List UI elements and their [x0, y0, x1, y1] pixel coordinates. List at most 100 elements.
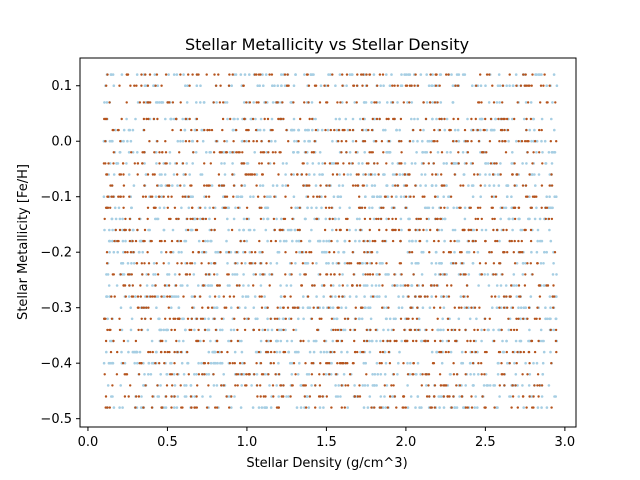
scatter-point [141, 273, 144, 276]
scatter-point [545, 284, 548, 287]
scatter-point [313, 217, 316, 221]
scatter-point [493, 162, 496, 165]
scatter-point [203, 206, 207, 210]
scatter-point [225, 395, 228, 398]
scatter-point [505, 339, 508, 343]
scatter-point [378, 273, 381, 276]
scatter-point [181, 117, 184, 121]
scatter-point [341, 362, 344, 365]
scatter-point [289, 295, 292, 298]
scatter-point [104, 395, 108, 398]
scatter-point [180, 206, 183, 210]
scatter-point [427, 162, 430, 165]
scatter-point [320, 250, 324, 254]
scatter-point [279, 284, 282, 287]
scatter-point [442, 295, 445, 298]
scatter-point [341, 295, 344, 298]
scatter-point [162, 262, 165, 265]
scatter-point [263, 328, 267, 332]
x-tick-label: 1.0 [237, 435, 258, 450]
scatter-point [397, 228, 401, 232]
scatter-point [213, 361, 216, 365]
scatter-point [276, 339, 280, 343]
scatter-point [258, 206, 261, 209]
scatter-point [260, 406, 264, 409]
scatter-point [139, 406, 143, 409]
scatter-point [386, 406, 389, 409]
scatter-point [277, 117, 280, 121]
scatter-point [205, 184, 208, 187]
scatter-point [345, 101, 348, 104]
scatter-point [318, 195, 321, 198]
scatter-point [244, 306, 247, 310]
scatter-point [103, 373, 106, 376]
scatter-point [541, 151, 544, 154]
scatter-point [476, 206, 480, 209]
scatter-point [381, 406, 385, 409]
scatter-point [119, 140, 122, 143]
scatter-point [285, 162, 288, 165]
scatter-point [261, 73, 264, 76]
scatter-point [402, 362, 405, 365]
scatter-point [335, 373, 338, 376]
scatter-point [406, 339, 409, 343]
scatter-point [268, 284, 271, 287]
scatter-point [264, 395, 267, 398]
scatter-point [128, 284, 131, 287]
scatter-point [271, 151, 275, 154]
scatter-point [293, 139, 296, 143]
scatter-point [121, 162, 125, 165]
scatter-point [247, 317, 250, 320]
scatter-point [229, 117, 232, 121]
scatter-point [453, 239, 456, 243]
scatter-point [304, 251, 308, 254]
scatter-point [316, 328, 320, 332]
scatter-point [554, 328, 558, 332]
scatter-point [379, 406, 383, 409]
scatter-point [255, 373, 259, 376]
scatter-point [154, 284, 157, 287]
scatter-point [282, 328, 285, 332]
scatter-point [140, 84, 143, 87]
scatter-point [115, 284, 119, 287]
scatter-point [382, 339, 385, 343]
scatter-point [147, 262, 151, 265]
scatter-point [338, 362, 342, 365]
scatter-point [410, 84, 413, 87]
scatter-point [433, 395, 436, 398]
scatter-point [436, 228, 439, 232]
scatter-point [532, 151, 535, 154]
scatter-point [517, 395, 521, 398]
y-tick-label: 0.0 [51, 135, 72, 150]
scatter-point [415, 339, 418, 343]
scatter-point [529, 262, 532, 265]
scatter-point [159, 373, 162, 376]
scatter-point [450, 406, 453, 409]
scatter-point [104, 140, 107, 143]
scatter-point [170, 251, 173, 254]
scatter-point [180, 250, 183, 254]
scatter-point [217, 73, 220, 76]
scatter-point [209, 361, 213, 365]
scatter-point [550, 362, 553, 365]
scatter-point [127, 395, 130, 398]
scatter-point [468, 361, 472, 365]
scatter-point [203, 328, 207, 332]
scatter-point [102, 195, 106, 198]
scatter-point [460, 306, 463, 309]
scatter-point [177, 339, 181, 343]
scatter-point [112, 128, 115, 132]
scatter-point [185, 384, 188, 387]
scatter-point [337, 295, 341, 298]
scatter-point [242, 228, 245, 232]
scatter-point [152, 262, 156, 265]
scatter-point [537, 395, 540, 398]
scatter-point [385, 184, 388, 187]
scatter-point [267, 373, 270, 376]
scatter-point [269, 317, 272, 320]
scatter-point [515, 84, 518, 87]
scatter-point [549, 140, 552, 143]
scatter-point [106, 206, 110, 209]
scatter-point [365, 328, 368, 332]
scatter-point [515, 284, 518, 287]
